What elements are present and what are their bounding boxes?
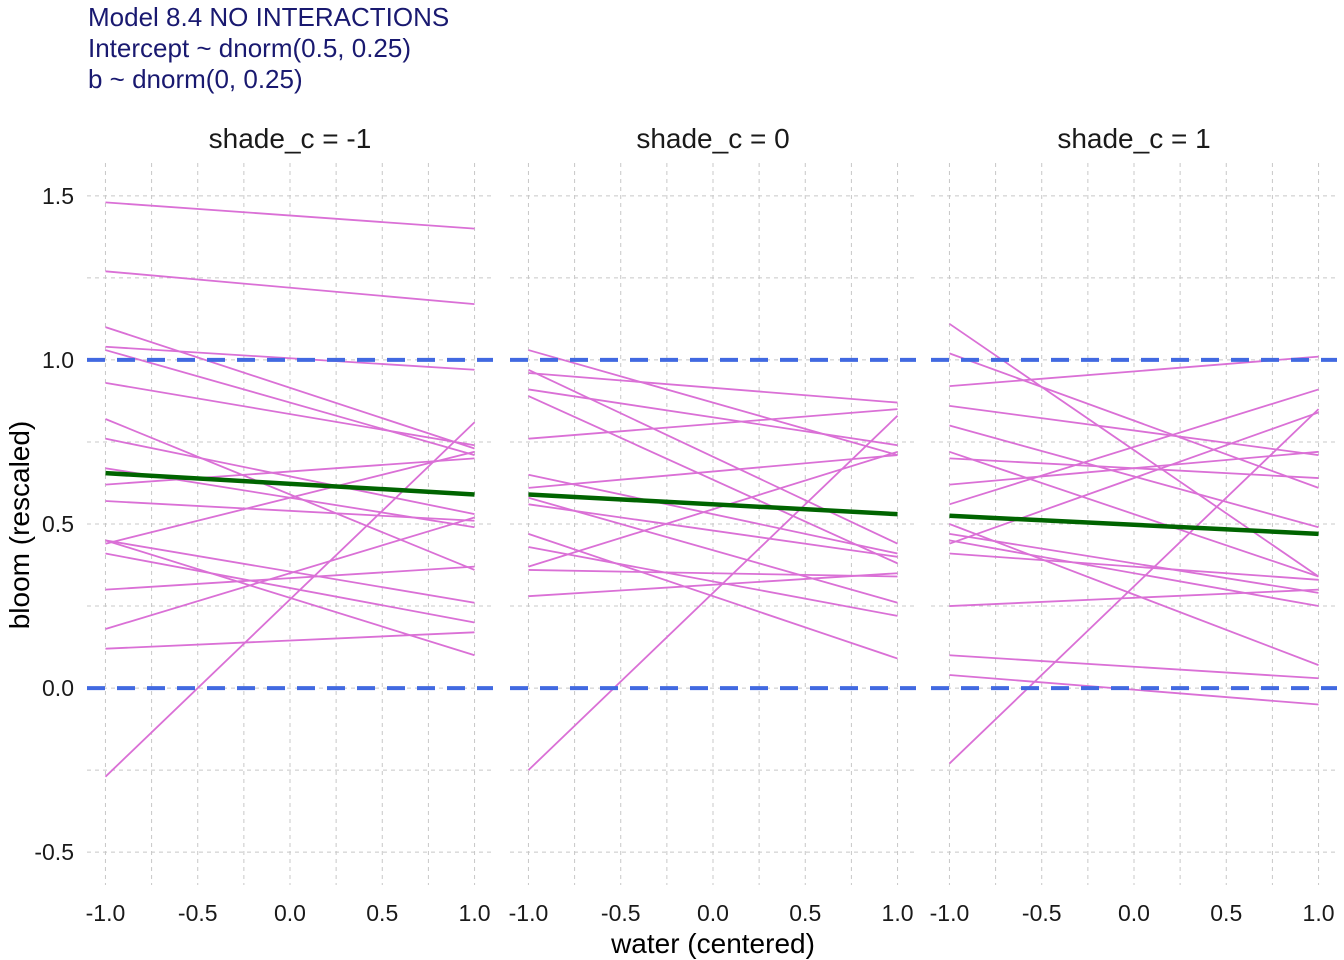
prior-line (528, 349, 898, 456)
x-tick-label: 0.0 (1118, 900, 1150, 926)
title-line-1: Model 8.4 NO INTERACTIONS (88, 2, 450, 32)
x-tick-label: 1.0 (1303, 900, 1335, 926)
prior-line (528, 408, 898, 440)
prior-line (105, 516, 475, 630)
x-tick-label: 0.5 (1210, 900, 1242, 926)
prior-line (948, 323, 1320, 578)
prior-line (949, 404, 1319, 456)
prior-line (105, 565, 475, 591)
prior-line (948, 408, 1320, 765)
prior-line (949, 539, 1319, 607)
panel-strip-label: shade_c = 1 (1057, 123, 1210, 154)
prior-line (105, 539, 475, 657)
prior-line (528, 450, 898, 568)
x-tick-label: 1.0 (882, 900, 914, 926)
prior-line (105, 552, 475, 624)
y-tick-label: 1.0 (42, 347, 74, 373)
prior-line (105, 500, 475, 522)
x-tick-label: -1.0 (509, 900, 549, 926)
x-tick-label: 0.5 (789, 900, 821, 926)
y-tick-label: 0.0 (42, 675, 74, 701)
prior-line (528, 569, 898, 578)
prior-line (104, 421, 476, 778)
prior-line (105, 201, 475, 230)
mean-line (105, 470, 475, 497)
y-tick-label: 1.5 (42, 183, 74, 209)
x-tick-label: 0.0 (697, 900, 729, 926)
title-line-3: b ~ dnorm(0, 0.25) (88, 64, 303, 94)
y-tick-label: 0.5 (42, 511, 74, 537)
prior-line (528, 546, 898, 617)
prior-line (949, 523, 1319, 666)
panel-2: shade_c = 0 -1.0 -0.5 0.0 0.5 1.0 (509, 123, 916, 926)
prior-line (949, 352, 1319, 489)
prior-line (105, 457, 475, 486)
prior-line (105, 631, 475, 650)
prior-line (528, 503, 898, 558)
prior-line (105, 539, 475, 604)
prior-line (949, 411, 1319, 545)
x-axis-label: water (centered) (610, 928, 815, 959)
prior-line (949, 532, 1319, 594)
prior-line (528, 496, 898, 604)
x-tick-label: 0.5 (366, 900, 398, 926)
prior-line (528, 473, 898, 555)
prior-line (949, 450, 1319, 578)
panel-strip-label: shade_c = 0 (636, 123, 789, 154)
prior-line (949, 450, 1319, 486)
prior-line (528, 372, 898, 404)
prior-line (105, 270, 475, 306)
prior-line (105, 345, 475, 371)
x-tick-label: -0.5 (178, 900, 218, 926)
x-tick-label: 0.0 (274, 900, 306, 926)
prior-line (949, 674, 1319, 706)
prior-line (528, 572, 898, 598)
panel-1: shade_c = -1 -1.0 -0.5 0.0 0.5 1.0 (86, 123, 493, 926)
mean-line (949, 513, 1319, 537)
x-tick-label: 1.0 (459, 900, 491, 926)
prior-line (105, 381, 475, 447)
prior-line (528, 395, 898, 565)
panels-layer: -0.5 0.0 0.5 1.0 1.5 shade_c = -1 -1.0 -0.5 0.0 0… (34, 123, 1337, 926)
prior-line (949, 424, 1319, 529)
title-line-2: Intercept ~ dnorm(0.5, 0.25) (88, 33, 412, 63)
prior-line (949, 654, 1319, 680)
chart-title: Model 8.4 NO INTERACTIONS Intercept ~ dn… (88, 2, 449, 95)
y-axis-label: bloom (rescaled) (4, 421, 35, 630)
prior-line (949, 355, 1319, 388)
x-tick-label: -0.5 (1022, 900, 1062, 926)
prior-line (949, 588, 1319, 607)
prior-line (528, 532, 898, 660)
y-tick-label: -0.5 (34, 839, 74, 865)
prior-line (949, 388, 1319, 506)
prior-line (105, 418, 475, 571)
panel-3: shade_c = 1 -1.0 -0.5 0.0 0.5 1.0 (930, 123, 1337, 926)
prior-line (527, 415, 899, 771)
prior-line (105, 349, 475, 456)
x-tick-label: -1.0 (930, 900, 970, 926)
prior-line (949, 552, 1319, 581)
mean-line (528, 492, 898, 517)
prior-line (105, 437, 475, 516)
x-tick-label: -0.5 (601, 900, 641, 926)
x-tick-label: -1.0 (86, 900, 126, 926)
prior-line (528, 454, 898, 489)
prior-line (105, 326, 475, 450)
prior-line (528, 388, 898, 447)
panel-strip-label: shade_c = -1 (209, 123, 372, 154)
prior-line (105, 450, 475, 545)
